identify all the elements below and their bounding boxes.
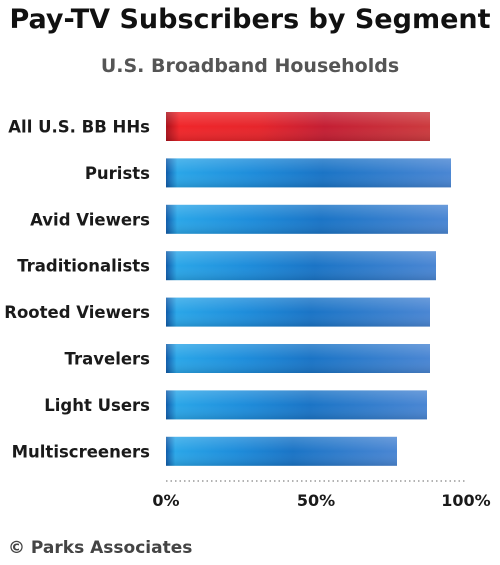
- source-credit: © Parks Associates: [8, 538, 193, 558]
- bar-shading: [166, 112, 430, 141]
- category-label: Traditionalists: [17, 257, 150, 276]
- category-label: All U.S. BB HHs: [8, 118, 150, 137]
- category-label: Multiscreeners: [12, 442, 151, 461]
- category-labels: All U.S. BB HHs Purists Avid Viewers Tradit…: [4, 118, 150, 462]
- bar-shading: [166, 251, 436, 281]
- bar-shading: [166, 158, 451, 188]
- chart-subtitle: U.S. Broadband Households: [100, 55, 400, 77]
- category-label: Rooted Viewers: [4, 303, 150, 322]
- category-label: Avid Viewers: [30, 210, 150, 229]
- bar-shading: [166, 344, 430, 373]
- bar-chart: All U.S. BB HHs Purists Avid Viewers Tradit…: [4, 112, 491, 510]
- x-tick-label: 50%: [297, 491, 335, 510]
- category-label: Purists: [85, 164, 150, 183]
- category-label: Travelers: [65, 350, 151, 369]
- bar-shading: [166, 390, 427, 420]
- category-label: Light Users: [44, 396, 150, 415]
- x-tick-label: 100%: [441, 491, 490, 510]
- x-tick-label: 0%: [152, 491, 179, 510]
- bar-shading: [166, 436, 397, 466]
- chart-title: Pay-TV Subscribers by Segment: [9, 4, 491, 35]
- bar-shading: [166, 204, 448, 234]
- x-axis-ticks: 0% 50% 100%: [152, 491, 490, 510]
- bars: [166, 112, 451, 466]
- bar-shading: [166, 297, 430, 327]
